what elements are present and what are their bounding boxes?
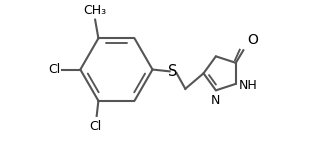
Text: O: O — [248, 33, 258, 47]
Text: Cl: Cl — [89, 120, 101, 133]
Text: CH₃: CH₃ — [84, 4, 107, 17]
Text: S: S — [168, 64, 178, 79]
Text: N: N — [211, 94, 220, 107]
Text: Cl: Cl — [48, 63, 61, 76]
Text: NH: NH — [239, 79, 257, 92]
